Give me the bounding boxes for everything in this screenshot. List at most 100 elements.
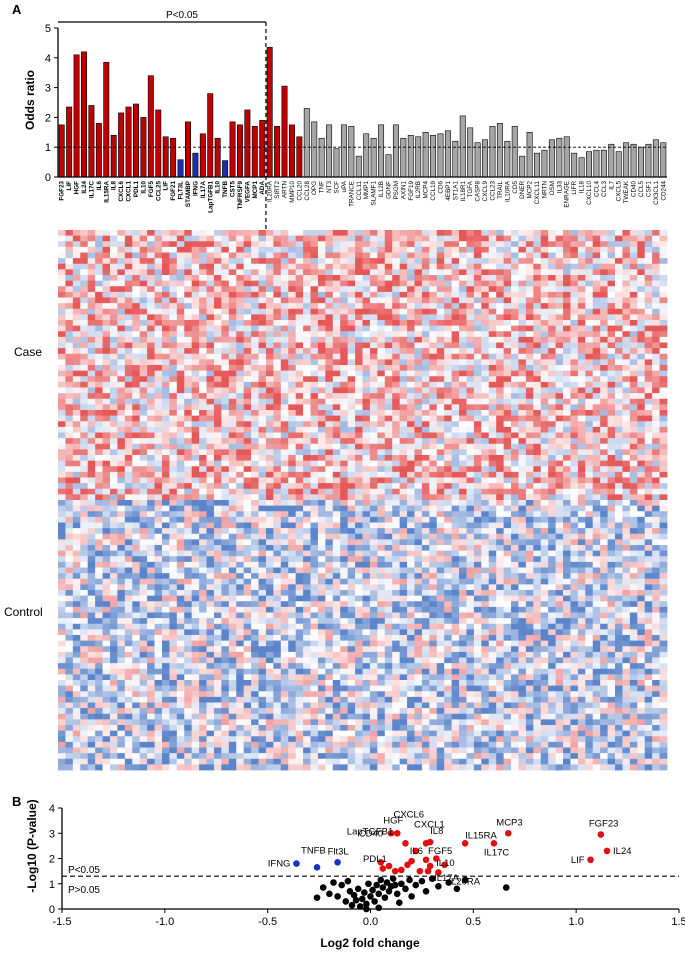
heatmap-cell (332, 263, 341, 270)
heatmap-cell (652, 331, 660, 338)
heatmap-cell (109, 426, 118, 433)
heatmap-cell (644, 241, 653, 248)
heatmap-cell (280, 522, 289, 529)
heatmap-cell (117, 410, 126, 417)
heatmap-cell (206, 421, 215, 428)
heatmap-cell (407, 404, 415, 411)
heatmap-cell (332, 516, 341, 523)
heatmap-cell (117, 426, 126, 433)
heatmap-cell (265, 460, 274, 467)
heatmap-cell (184, 381, 193, 388)
heatmap-cell (317, 263, 326, 270)
heatmap-cell (570, 528, 579, 535)
heatmap-cell (280, 246, 289, 253)
heatmap-cell (310, 331, 319, 338)
heatmap-cell (525, 348, 534, 355)
heatmap-cell (265, 471, 274, 478)
heatmap-cell (488, 438, 497, 445)
heatmap-cell (459, 415, 467, 422)
heatmap-cell (280, 415, 289, 422)
heatmap-cell (265, 556, 274, 563)
heatmap-cell (503, 460, 512, 467)
heatmap-cell (622, 252, 631, 259)
heatmap-cell (533, 263, 542, 270)
heatmap-cell (392, 460, 401, 467)
heatmap-cell (310, 280, 319, 287)
heatmap-cell (161, 415, 170, 422)
heatmap-cell (221, 500, 230, 507)
heatmap-cell (273, 387, 282, 394)
heatmap-cell (184, 449, 193, 456)
heatmap-cell (592, 348, 601, 355)
heatmap-cell (310, 432, 319, 439)
heatmap-cell (629, 303, 638, 310)
heatmap-cell (592, 528, 601, 535)
heatmap-cell (340, 280, 349, 287)
heatmap-cell (58, 393, 66, 400)
heatmap-cell (399, 269, 408, 276)
heatmap-cell (332, 365, 341, 372)
heatmap-cell (607, 398, 616, 405)
heatmap-cell (496, 381, 505, 388)
heatmap-cell (124, 545, 133, 552)
heatmap-cell (176, 269, 185, 276)
heatmap-cell (206, 488, 215, 495)
heatmap-cell (109, 286, 118, 293)
heatmap-cell (72, 471, 81, 478)
heatmap-cell (95, 286, 103, 293)
heatmap-cell (407, 381, 415, 388)
heatmap-cell (459, 376, 467, 383)
heatmap-cell (563, 500, 571, 507)
heatmap-cell (496, 241, 505, 248)
heatmap-cell (228, 297, 237, 304)
heatmap-cell (317, 488, 326, 495)
heatmap-cell (615, 314, 623, 321)
heatmap-cell (199, 404, 207, 411)
heatmap-cell (139, 370, 148, 377)
heatmap-cell (347, 297, 356, 304)
heatmap-cell (288, 426, 297, 433)
heatmap-cell (481, 494, 490, 501)
bar (288, 124, 295, 178)
heatmap-cell (95, 297, 103, 304)
heatmap-cell (95, 410, 103, 417)
heatmap-cell (102, 511, 111, 518)
heatmap-cell (124, 550, 133, 557)
heatmap-cell (607, 471, 616, 478)
bar (318, 137, 325, 178)
heatmap-cell (392, 516, 401, 523)
heatmap-cell (459, 466, 467, 473)
heatmap-cell (525, 381, 534, 388)
heatmap-cell (265, 308, 274, 315)
heatmap-cell (221, 275, 230, 282)
heatmap-cell (429, 370, 438, 377)
heatmap-cell (132, 460, 141, 467)
heatmap-cell (236, 246, 245, 253)
heatmap-cell (176, 443, 185, 450)
heatmap-cell (473, 263, 482, 270)
heatmap-cell (577, 511, 586, 518)
heatmap-cell (451, 230, 460, 237)
heatmap-cell (384, 381, 393, 388)
heatmap-cell (109, 348, 118, 355)
heatmap-cell (169, 381, 178, 388)
heatmap-cell (511, 348, 519, 355)
heatmap-cell (325, 348, 334, 355)
heatmap-cell (355, 353, 363, 360)
heatmap-cell (615, 477, 623, 484)
heatmap-cell (132, 297, 141, 304)
bar-category-label: TGFA (467, 180, 474, 197)
heatmap-cell (585, 308, 594, 315)
heatmap-cell (600, 325, 608, 332)
heatmap-cell (496, 528, 505, 535)
heatmap-cell (466, 410, 475, 417)
heatmap-cell (340, 275, 349, 282)
heatmap-cell (555, 353, 564, 360)
heatmap-cell (585, 550, 594, 557)
heatmap-cell (563, 359, 571, 366)
heatmap-cell (533, 404, 542, 411)
heatmap-cell (384, 353, 393, 360)
heatmap-cell (644, 500, 653, 507)
heatmap-cell (407, 235, 415, 242)
heatmap-cell (466, 393, 475, 400)
